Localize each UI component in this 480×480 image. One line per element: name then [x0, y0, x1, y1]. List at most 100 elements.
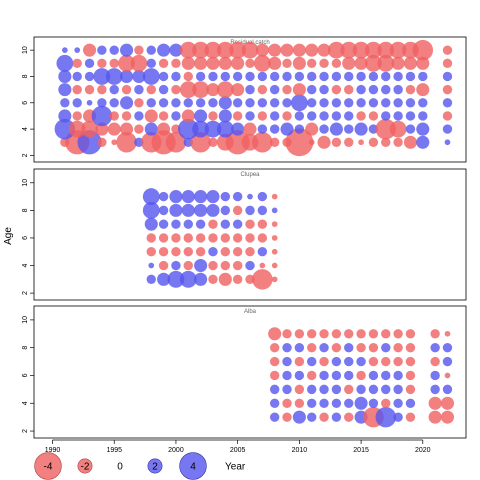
residual-bubble — [142, 68, 160, 85]
residual-bubble — [405, 384, 416, 395]
residual-bubble — [344, 137, 354, 147]
residual-bubble — [319, 124, 329, 134]
residual-bubble — [368, 111, 379, 121]
residual-bubble — [109, 98, 119, 108]
residual-bubble — [93, 68, 111, 85]
residual-bubble — [375, 406, 397, 428]
residual-bubble — [194, 109, 208, 123]
residual-bubble — [416, 56, 430, 70]
residual-bubble — [271, 235, 278, 241]
residual-bubble — [118, 54, 135, 72]
residual-bubble — [158, 71, 169, 82]
residual-bubble — [134, 137, 144, 147]
residual-bubble — [430, 370, 440, 381]
residual-bubble — [282, 384, 292, 395]
residual-bubble — [307, 384, 317, 395]
x-tick-label: 1995 — [106, 447, 122, 454]
residual-bubble — [220, 233, 231, 243]
residual-bubble — [142, 188, 160, 205]
residual-bubble — [428, 396, 442, 410]
residual-bubble — [418, 111, 428, 121]
residual-bubble — [218, 96, 232, 110]
residual-bubble — [307, 111, 317, 121]
residual-bubble — [344, 384, 354, 395]
residual-bubble — [416, 122, 430, 136]
residual-bubble — [232, 260, 243, 271]
residual-bubble — [285, 128, 314, 157]
residual-bubble — [269, 342, 280, 353]
residual-bubble — [158, 247, 169, 257]
x-tick-label: 2000 — [168, 447, 184, 454]
residual-bubble — [271, 262, 278, 269]
residual-bubble — [208, 71, 218, 82]
residual-bubble — [442, 71, 453, 82]
residual-bubble — [225, 130, 250, 155]
residual-bubble — [344, 342, 354, 353]
residual-bubble — [257, 205, 268, 216]
legend-label: 2 — [152, 462, 158, 473]
residual-bubble — [307, 84, 317, 95]
residual-bubble — [307, 329, 317, 339]
residual-bubble — [204, 41, 222, 59]
residual-bubble — [331, 137, 342, 147]
legend-bubble — [147, 458, 163, 474]
residual-bubble — [179, 270, 197, 288]
residual-bubble — [442, 356, 453, 367]
residual-bubble — [245, 205, 255, 216]
residual-bubble — [60, 98, 70, 108]
residual-bubble — [294, 398, 305, 408]
residual-bubble — [344, 412, 354, 422]
residual-bubble — [62, 47, 68, 54]
residual-bubble — [183, 233, 193, 243]
residual-bubble — [105, 68, 123, 85]
legend-label: -4 — [44, 462, 53, 473]
residual-bubble — [181, 109, 195, 123]
residual-bubble — [208, 260, 218, 271]
residual-bubble — [271, 276, 278, 283]
residual-bubble — [442, 384, 453, 395]
residual-bubble — [257, 84, 268, 95]
x-axis-label: Year — [225, 462, 246, 473]
y-tick-label: 8 — [22, 346, 29, 350]
residual-bubble — [319, 58, 329, 69]
residual-bubble — [72, 84, 82, 95]
residual-bubble — [146, 274, 156, 285]
residual-bubble — [183, 71, 193, 82]
residual-bubble — [84, 58, 95, 69]
residual-bubble — [158, 58, 169, 69]
residual-bubble — [331, 58, 342, 69]
residual-bubble — [218, 56, 232, 70]
residual-bubble — [231, 122, 245, 136]
y-tick-label: 10 — [22, 179, 29, 187]
residual-bubble — [146, 98, 156, 108]
residual-bubble — [331, 412, 342, 422]
residual-bubble — [208, 137, 218, 147]
residual-bubble — [294, 384, 305, 395]
residual-bubble — [356, 370, 366, 381]
residual-bubble — [158, 205, 169, 216]
residual-bubble — [208, 247, 218, 257]
residual-bubble — [171, 219, 181, 229]
residual-bubble — [307, 342, 317, 353]
residual-bubble — [268, 43, 282, 57]
residual-bubble — [307, 370, 317, 381]
residual-bubble — [165, 132, 187, 153]
residual-bubble — [292, 83, 306, 97]
x-tick-label: 2020 — [415, 447, 431, 454]
residual-bubble — [120, 96, 134, 110]
residual-bubble — [157, 272, 171, 286]
y-tick-label: 2 — [22, 429, 29, 433]
residual-bubble — [368, 398, 379, 408]
residual-bubble — [282, 329, 292, 339]
residual-bubble — [393, 370, 403, 381]
residual-bubble — [294, 342, 305, 353]
residual-bubble — [120, 43, 134, 57]
residual-bubble — [91, 105, 113, 127]
residual-bubble — [430, 329, 440, 339]
residual-bubble — [328, 41, 345, 59]
residual-bubble — [282, 370, 292, 381]
residual-bubble — [412, 39, 434, 61]
residual-bubble — [405, 342, 416, 353]
